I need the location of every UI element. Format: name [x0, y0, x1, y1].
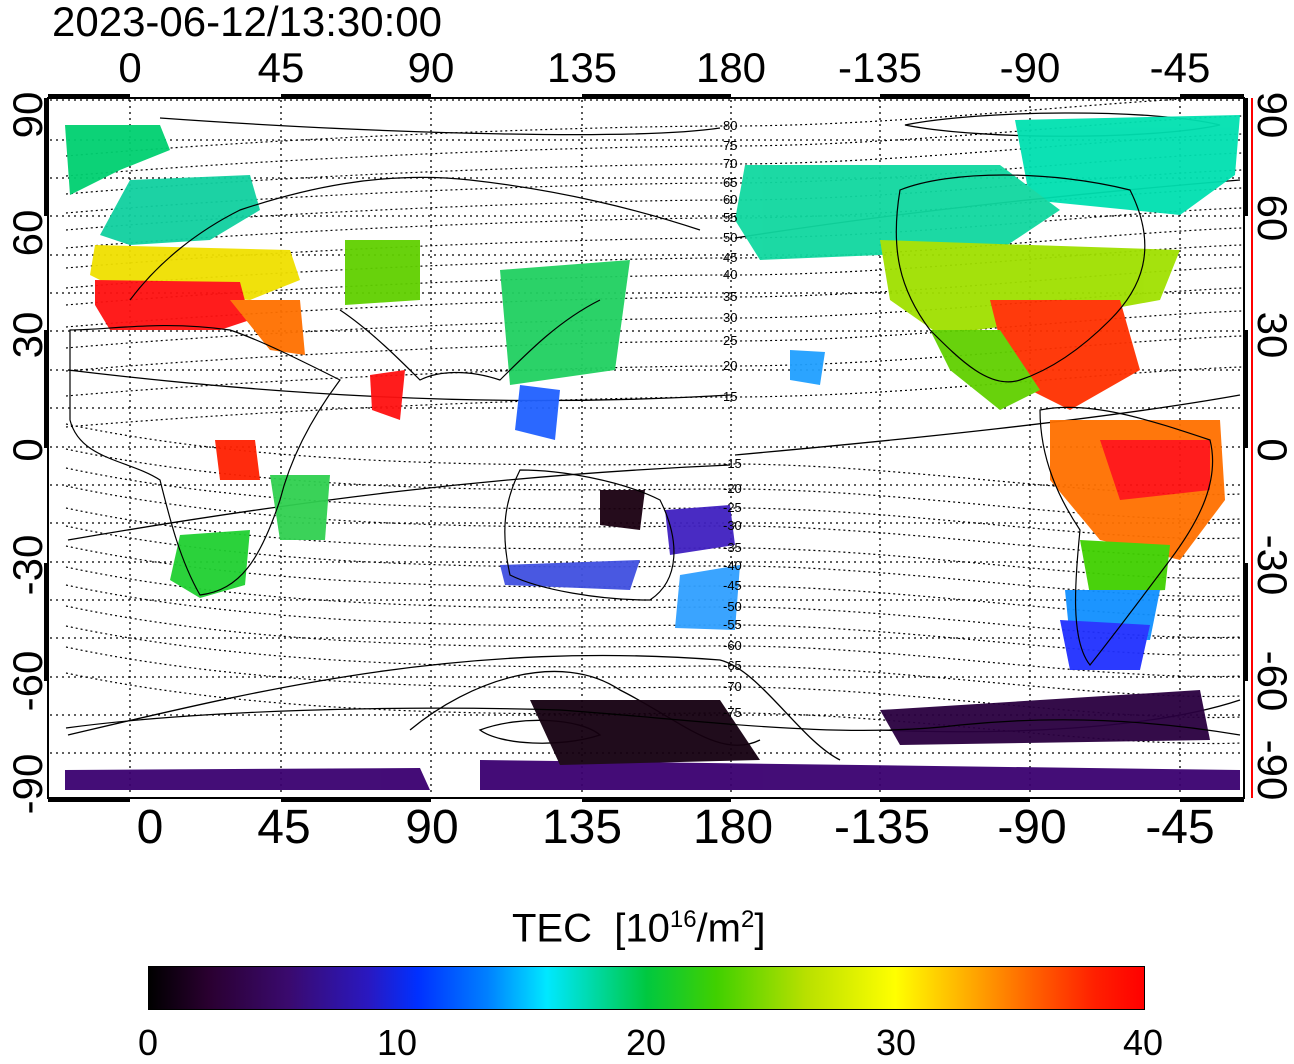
contour-label: 70 — [723, 156, 737, 171]
grid-lines — [50, 99, 1242, 796]
top-tick: -45 — [1149, 44, 1211, 91]
contour-label: -35 — [723, 540, 742, 555]
contour-label: 80 — [723, 118, 737, 133]
contour-label: -30 — [723, 518, 742, 533]
left-tick: 90 — [4, 91, 51, 139]
tec-colorbar — [148, 966, 1145, 1010]
contour-label: 50 — [723, 230, 737, 245]
contour-label: 20 — [723, 358, 737, 373]
contour-label: -15 — [723, 456, 742, 471]
colorbar-unit-base: [10 — [614, 906, 670, 951]
colorbar-tick: 20 — [625, 1022, 667, 1063]
right-tick: 0 — [1249, 438, 1294, 462]
contour-label: -45 — [723, 578, 742, 593]
frame-bars — [44, 94, 1248, 802]
contour-label: -25 — [723, 500, 742, 515]
right-tick: -90 — [1249, 739, 1294, 801]
magnetic-contour — [65, 605, 1243, 678]
magnetic-contour — [65, 672, 1243, 745]
right-tick: 60 — [1249, 194, 1294, 242]
left-tick: -90 — [4, 753, 51, 815]
contour-label: -20 — [723, 481, 742, 496]
right-tick: -30 — [1249, 534, 1294, 596]
colorbar-unit-end: ] — [754, 906, 766, 951]
top-tick: -90 — [999, 44, 1061, 91]
tec-data — [65, 115, 1240, 790]
bottom-tick: -135 — [833, 801, 931, 854]
top-tick: 135 — [546, 44, 618, 91]
contour-label: -55 — [723, 617, 742, 632]
contour-label: -75 — [723, 705, 742, 720]
colorbar-unit-mid: /m — [696, 906, 741, 951]
magnetic-contour — [65, 646, 1243, 719]
contour-label: -40 — [723, 558, 742, 573]
colorbar-tick: 0 — [137, 1022, 159, 1063]
bottom-tick: -90 — [997, 801, 1067, 854]
right-tick: 90 — [1249, 91, 1294, 139]
contour-label: 30 — [723, 310, 737, 325]
right-tick: 30 — [1249, 311, 1294, 359]
timestamp-title: 2023-06-12/13:30:00 — [52, 0, 442, 45]
bottom-tick: 180 — [692, 801, 774, 854]
magnetic-contour — [65, 584, 1243, 657]
magnetic-contour — [65, 95, 1243, 157]
contour-label: 25 — [723, 333, 737, 348]
magnetic-contour — [65, 423, 1243, 496]
top-tick: 0 — [118, 44, 142, 91]
colorbar-tick: 30 — [875, 1022, 917, 1063]
magnetic-contour — [65, 545, 1243, 618]
bottom-tick: -45 — [1145, 801, 1215, 854]
bottom-tick: 45 — [257, 801, 311, 854]
coastlines — [65, 174, 1241, 736]
contour-label: 55 — [723, 210, 737, 225]
colorbar-tick: 10 — [376, 1022, 418, 1063]
left-tick: -30 — [4, 534, 51, 596]
bottom-tick: 135 — [541, 801, 623, 854]
magnetic-contour — [65, 207, 1243, 269]
left-tick: 0 — [4, 438, 51, 462]
colorbar-title: TEC [1016/m2] — [512, 906, 765, 951]
bottom-tick: 0 — [136, 801, 164, 854]
top-tick: 45 — [257, 44, 305, 91]
magnetic-contour — [65, 525, 1243, 598]
tec-world-map: 80 75 70 65 60 55 50 45 40 35 30 25 20 15 -15 -20 -25 -30… — [44, 94, 1253, 802]
top-tick: 180 — [695, 44, 767, 91]
magnetic-contour — [65, 566, 1243, 639]
contour-label: -70 — [723, 679, 742, 694]
left-tick: 60 — [4, 209, 51, 257]
colorbar-unit-exp: 16 — [669, 906, 697, 933]
contour-label: 60 — [723, 192, 737, 207]
contour-label: -65 — [723, 658, 742, 673]
left-tick: -60 — [4, 650, 51, 712]
contour-label: 65 — [723, 175, 737, 190]
top-tick: -135 — [837, 44, 923, 91]
magnetic-contour — [65, 625, 1243, 698]
contour-label: -60 — [723, 638, 742, 653]
colorbar-tick: 40 — [1122, 1022, 1164, 1063]
bottom-tick: 90 — [405, 801, 459, 854]
left-tick: 30 — [4, 311, 51, 359]
right-tick: -60 — [1249, 650, 1294, 712]
contour-label: 45 — [723, 250, 737, 265]
magnetic-contour — [65, 227, 1243, 289]
top-tick: 90 — [407, 44, 455, 91]
contour-label: -50 — [723, 599, 742, 614]
colorbar-title-text: TEC — [512, 906, 592, 951]
contour-labels: 80 75 70 65 60 55 50 45 40 35 30 25 20 15 -15 -20 -25 -30… — [723, 118, 742, 720]
colorbar-unit-exp2: 2 — [740, 906, 755, 933]
contour-label: 75 — [723, 138, 737, 153]
contour-label: 15 — [723, 389, 737, 404]
contour-label: 35 — [723, 289, 737, 304]
contour-label: 40 — [723, 267, 737, 282]
